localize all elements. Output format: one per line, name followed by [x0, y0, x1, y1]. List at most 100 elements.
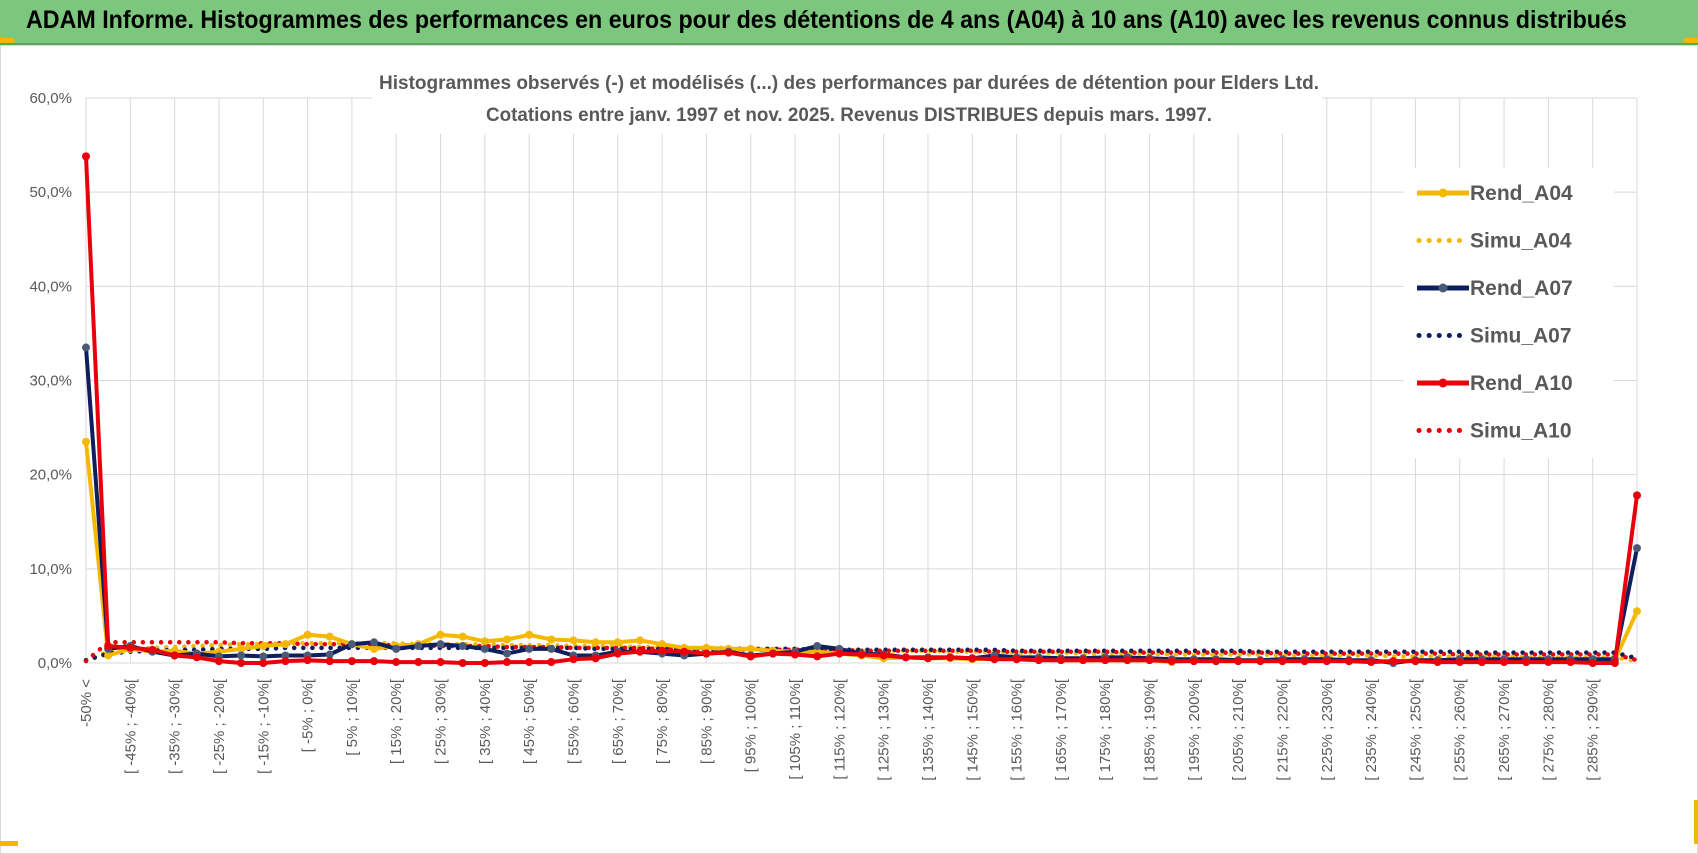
- data-point-rend-a04: [525, 630, 534, 639]
- data-point-rend-a10: [1389, 657, 1398, 666]
- legend-marker-rend-a04: [1438, 188, 1448, 198]
- x-tick-label: [ 65% ; 70%[: [610, 678, 627, 764]
- data-point-rend-a10: [835, 649, 844, 658]
- x-tick-label: [ 265% ; 270%[: [1496, 678, 1513, 781]
- data-point-rend-a10: [1300, 657, 1309, 666]
- data-point-rend-a04: [635, 636, 644, 645]
- data-point-rend-a04: [591, 638, 600, 647]
- data-point-rend-a10: [1123, 656, 1132, 665]
- data-point-rend-a07: [502, 649, 511, 658]
- data-point-rend-a10: [1012, 655, 1021, 664]
- data-point-rend-a10: [392, 658, 401, 667]
- data-point-rend-a10: [1189, 657, 1198, 666]
- data-point-rend-a10: [702, 649, 711, 658]
- data-point-rend-a10: [635, 647, 644, 656]
- data-point-rend-a10: [901, 653, 910, 662]
- data-point-rend-a10: [791, 650, 800, 659]
- data-point-rend-a07: [547, 644, 556, 653]
- data-point-rend-a07: [480, 644, 489, 653]
- data-point-rend-a10: [946, 653, 955, 662]
- data-point-rend-a10: [857, 650, 866, 659]
- data-point-rend-a04: [547, 635, 556, 644]
- data-point-rend-a04: [1633, 607, 1641, 616]
- data-point-rend-a07: [1633, 544, 1641, 553]
- data-point-rend-a10: [237, 659, 246, 667]
- y-axis-tick-labels: 0,0% 10,0% 20,0% 30,0% 40,0% 50,0% 60,0%: [29, 90, 72, 672]
- legend-label-rend-a07: Rend_A07: [1470, 277, 1573, 300]
- legend-label-simu-a07: Simu_A07: [1470, 325, 1572, 348]
- data-point-rend-a04: [104, 651, 113, 660]
- y-tick-label: 20,0%: [29, 467, 72, 484]
- corner-mark-top-right: [1684, 38, 1698, 43]
- x-tick-label: [ 195% ; 200%[: [1186, 678, 1203, 781]
- data-point-rend-a10: [370, 657, 379, 666]
- title-background: [372, 66, 1322, 134]
- x-tick-label: [ 255% ; 260%[: [1452, 678, 1469, 781]
- x-tick-label: [ 105% ; 110%[: [787, 678, 804, 779]
- data-point-rend-a07: [281, 651, 290, 660]
- x-tick-label: [ 85% ; 90%[: [698, 678, 715, 764]
- x-tick-label: [ 165% ; 170%[: [1053, 678, 1070, 781]
- data-point-rend-a10: [547, 658, 556, 667]
- data-point-rend-a10: [1411, 657, 1420, 666]
- corner-mark-bottom-left: [0, 841, 18, 846]
- data-point-rend-a10: [1101, 656, 1110, 665]
- x-tick-label: [ -45% ; -40%[: [122, 678, 139, 774]
- data-point-rend-a07: [525, 644, 534, 653]
- data-point-rend-a10: [613, 649, 622, 658]
- data-point-rend-a10: [126, 643, 135, 652]
- data-point-rend-a10: [1544, 658, 1553, 667]
- data-point-rend-a10: [1433, 658, 1442, 667]
- data-point-rend-a04: [325, 632, 334, 641]
- data-point-rend-a10: [1455, 658, 1464, 667]
- data-point-rend-a10: [1367, 658, 1376, 667]
- data-point-rend-a07: [237, 651, 246, 660]
- data-point-rend-a10: [879, 651, 888, 660]
- data-point-rend-a07: [259, 652, 268, 661]
- data-point-rend-a07: [82, 343, 90, 352]
- data-point-rend-a10: [1034, 656, 1043, 665]
- data-point-rend-a07: [458, 642, 467, 651]
- header-banner: ADAM Informe. Histogrammes des performan…: [0, 0, 1698, 45]
- data-point-rend-a10: [259, 659, 268, 667]
- data-point-rend-a10: [281, 657, 290, 666]
- x-axis-tick-labels: -50% < [ -45% ; -40%[[ -35% ; -30%[[ -25%…: [78, 678, 1602, 781]
- data-point-rend-a04: [237, 644, 246, 653]
- data-point-rend-a10: [82, 152, 90, 161]
- data-point-rend-a10: [1278, 657, 1287, 666]
- data-point-rend-a10: [1145, 656, 1154, 665]
- data-point-rend-a10: [414, 658, 423, 667]
- data-point-rend-a07: [392, 644, 401, 653]
- x-tick-label: [ 5% ; 10%[: [344, 678, 361, 756]
- data-point-rend-a10: [1322, 657, 1331, 666]
- data-point-rend-a10: [192, 653, 201, 662]
- data-point-rend-a10: [1256, 657, 1265, 666]
- data-point-rend-a10: [1500, 658, 1509, 667]
- x-tick-label: [ 55% ; 60%[: [565, 678, 582, 764]
- x-tick-label: [ 15% ; 20%[: [388, 678, 405, 764]
- y-tick-label: 50,0%: [29, 184, 72, 201]
- data-point-rend-a07: [813, 642, 822, 651]
- legend-marker-rend-a07: [1438, 283, 1448, 293]
- data-point-rend-a04: [702, 643, 711, 652]
- data-point-rend-a04: [613, 638, 622, 647]
- x-tick-label: [ 115% ; 120%[: [831, 678, 848, 779]
- series-lines: [82, 152, 1641, 667]
- banner-title: ADAM Informe. Histogrammes des performan…: [26, 6, 1627, 34]
- data-point-rend-a10: [658, 646, 667, 655]
- data-point-rend-a10: [923, 654, 932, 663]
- data-point-rend-a10: [303, 656, 312, 665]
- data-point-rend-a04: [281, 640, 290, 649]
- y-tick-label: 30,0%: [29, 373, 72, 390]
- x-tick-label: [ 235% ; 240%[: [1363, 678, 1380, 781]
- data-point-rend-a04: [746, 644, 755, 653]
- data-point-rend-a10: [680, 647, 689, 656]
- x-tick-label: [ 245% ; 250%[: [1407, 678, 1424, 781]
- x-tick-label: [ 135% ; 140%[: [920, 678, 937, 781]
- data-point-rend-a04: [259, 642, 268, 651]
- x-tick-label: [ 75% ; 80%[: [654, 678, 671, 764]
- data-point-rend-a10: [170, 651, 179, 660]
- data-point-rend-a10: [746, 652, 755, 661]
- data-point-rend-a07: [436, 640, 445, 649]
